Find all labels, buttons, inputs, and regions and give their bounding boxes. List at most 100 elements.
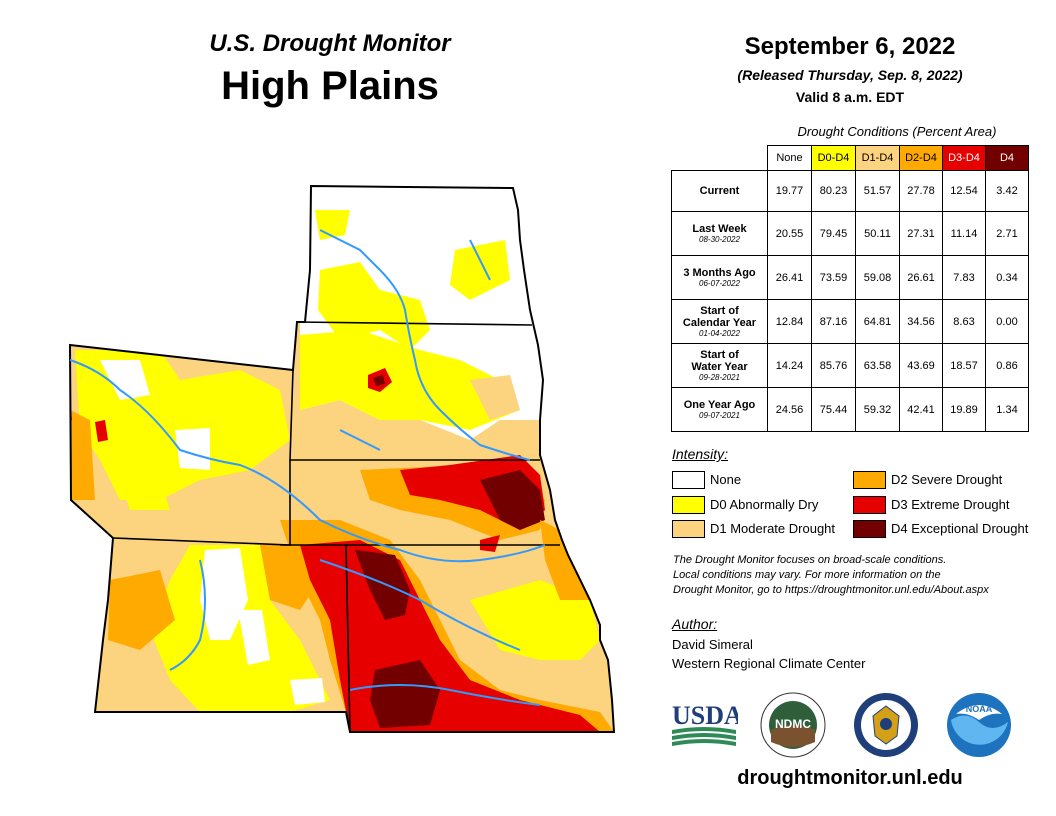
d0-area-nd-4 (300, 330, 520, 430)
river-nd-east (469, 239, 491, 281)
river-sd-west (339, 429, 381, 451)
legend-title: Intensity: (672, 446, 729, 462)
disclaimer-note: The Drought Monitor focuses on broad-sca… (673, 553, 1033, 598)
note-line: Drought Monitor, go to https://droughtmo… (673, 584, 989, 596)
table-cell: 63.58 (855, 343, 900, 388)
drought-map (68, 184, 616, 733)
legend-swatch (672, 520, 705, 538)
d2-area-kansas-ne (540, 520, 590, 600)
table-cell: 43.69 (899, 343, 943, 388)
row-label-start-of-calendar-year: Start of Calendar Year 01-04-2022 (671, 299, 768, 344)
d4-area-kansas-north (355, 550, 410, 620)
border-co-ks (345, 544, 351, 733)
d0-area-colorado (150, 545, 330, 712)
table-row-start-of-calendar-year: Start of Calendar Year 01-04-2022 12.84 87… (671, 299, 1029, 344)
column-header-d2-d4: D2-D4 (899, 145, 943, 171)
author-name: David Simeral (672, 637, 753, 652)
table-cell: 1.34 (985, 387, 1029, 432)
table-cell: 59.32 (855, 387, 900, 432)
river-platte (69, 359, 546, 563)
legend-label: None (710, 472, 742, 487)
legend-label: D2 Severe Drought (891, 472, 1003, 487)
none-area-colorado-3 (290, 678, 325, 705)
author-org: Western Regional Climate Center (672, 656, 866, 671)
table-cell: 85.76 (811, 343, 856, 388)
table-cell: 27.31 (899, 211, 943, 256)
d2-area-wyoming-west (70, 410, 95, 500)
valid-time: Valid 8 a.m. EDT (795, 89, 905, 105)
border-nd-sd (296, 321, 533, 326)
ndmc-logo: NDMC (760, 692, 826, 758)
d1-area-nd (470, 375, 520, 420)
row-label-one-year-ago: One Year Ago 09-07-2021 (671, 387, 768, 432)
legend-label: D1 Moderate Drought (710, 521, 836, 536)
legend-swatch (672, 471, 705, 489)
legend-label: D0 Abnormally Dry (710, 497, 819, 512)
author-title: Author: (672, 616, 718, 632)
table-cell: 75.44 (811, 387, 856, 432)
table-cell: 73.59 (811, 255, 856, 300)
valid-date: September 6, 2022 (744, 33, 956, 60)
d3-spot-nebraska-se (480, 535, 500, 552)
table-cell: 2.71 (985, 211, 1029, 256)
legend-swatch (853, 520, 886, 538)
footer-url[interactable]: droughtmonitor.unl.edu (737, 767, 963, 789)
column-header-d3-d4: D3-D4 (942, 145, 986, 171)
table-cell: 26.41 (767, 255, 812, 300)
legend-swatch (672, 496, 705, 514)
table-row-last-week: Last Week 08-30-2022 20.55 79.45 50.11 27… (671, 211, 1029, 256)
row-label-last-week: Last Week 08-30-2022 (671, 211, 768, 256)
legend-swatch (853, 496, 886, 514)
table-cell: 14.24 (767, 343, 812, 388)
table-cell: 79.45 (811, 211, 856, 256)
river-colorado-west (169, 559, 206, 671)
none-area-colorado-1 (200, 548, 248, 640)
none-area-wyoming-center (175, 428, 210, 470)
legend-label: D3 Extreme Drought (891, 497, 1010, 512)
row-label-3-months-ago: 3 Months Ago 06-07-2022 (671, 255, 768, 300)
column-header-d1-d4: D1-D4 (855, 145, 900, 171)
usda-logo-stripe (672, 739, 736, 746)
drought-conditions-table: None D0-D4 D1-D4 D2-D4 D3-D4 D4 Current … (671, 145, 1029, 432)
table-cell: 26.61 (899, 255, 943, 300)
column-header-none: None (767, 145, 812, 171)
table-cell: 8.63 (942, 299, 986, 344)
table-cell: 19.89 (942, 387, 986, 432)
header-blank-cell (672, 146, 768, 171)
table-cell: 19.77 (767, 170, 812, 212)
none-area-wyoming-nw (100, 360, 150, 400)
usda-logo-stripe (672, 727, 736, 734)
table-cell: 27.78 (899, 170, 943, 212)
table-cell: 50.11 (855, 211, 900, 256)
seal-center (880, 718, 892, 730)
table-cell: 0.34 (985, 255, 1029, 300)
region-outline (68, 184, 616, 733)
none-area-colorado-2 (238, 610, 270, 665)
noaa-bird (956, 705, 1002, 720)
noaa-logo: NOAA (947, 693, 1011, 757)
table-row-one-year-ago: One Year Ago 09-07-2021 24.56 75.44 59.32… (671, 387, 1029, 432)
table-cell: 59.08 (855, 255, 900, 300)
table-cell: 80.23 (811, 170, 856, 212)
d4-area-kansas-south (370, 660, 440, 728)
ndmc-logo-text: NDMC (775, 717, 811, 731)
table-cell: 7.83 (942, 255, 986, 300)
table-cell: 11.14 (942, 211, 986, 256)
d4-area-nebraska-east (480, 470, 545, 530)
d3-spot-wyoming-nw (95, 420, 108, 442)
table-cell: 34.56 (899, 299, 943, 344)
row-label-current: Current (671, 170, 768, 212)
table-cell: 3.42 (985, 170, 1029, 212)
doc-seal-logo (854, 693, 918, 757)
usda-logo-text: USDA (672, 701, 738, 730)
column-header-d4: D4 (985, 145, 1029, 171)
table-cell: 24.56 (767, 387, 812, 432)
note-line: The Drought Monitor focuses on broad-sca… (673, 554, 947, 566)
row-label-start-of-water-year: Start of Water Year 09-28-2021 (671, 343, 768, 388)
usda-logo: USDA (672, 701, 738, 746)
table-header-row: None D0-D4 D1-D4 D2-D4 D3-D4 D4 (672, 145, 1029, 171)
table-cell: 87.16 (811, 299, 856, 344)
d0-area-wyoming-south (120, 480, 170, 510)
table-cell: 0.86 (985, 343, 1029, 388)
table-cell: 0.00 (985, 299, 1029, 344)
